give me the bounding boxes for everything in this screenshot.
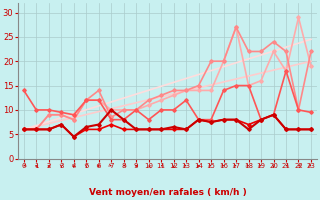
X-axis label: Vent moyen/en rafales ( km/h ): Vent moyen/en rafales ( km/h ): [89, 188, 246, 197]
